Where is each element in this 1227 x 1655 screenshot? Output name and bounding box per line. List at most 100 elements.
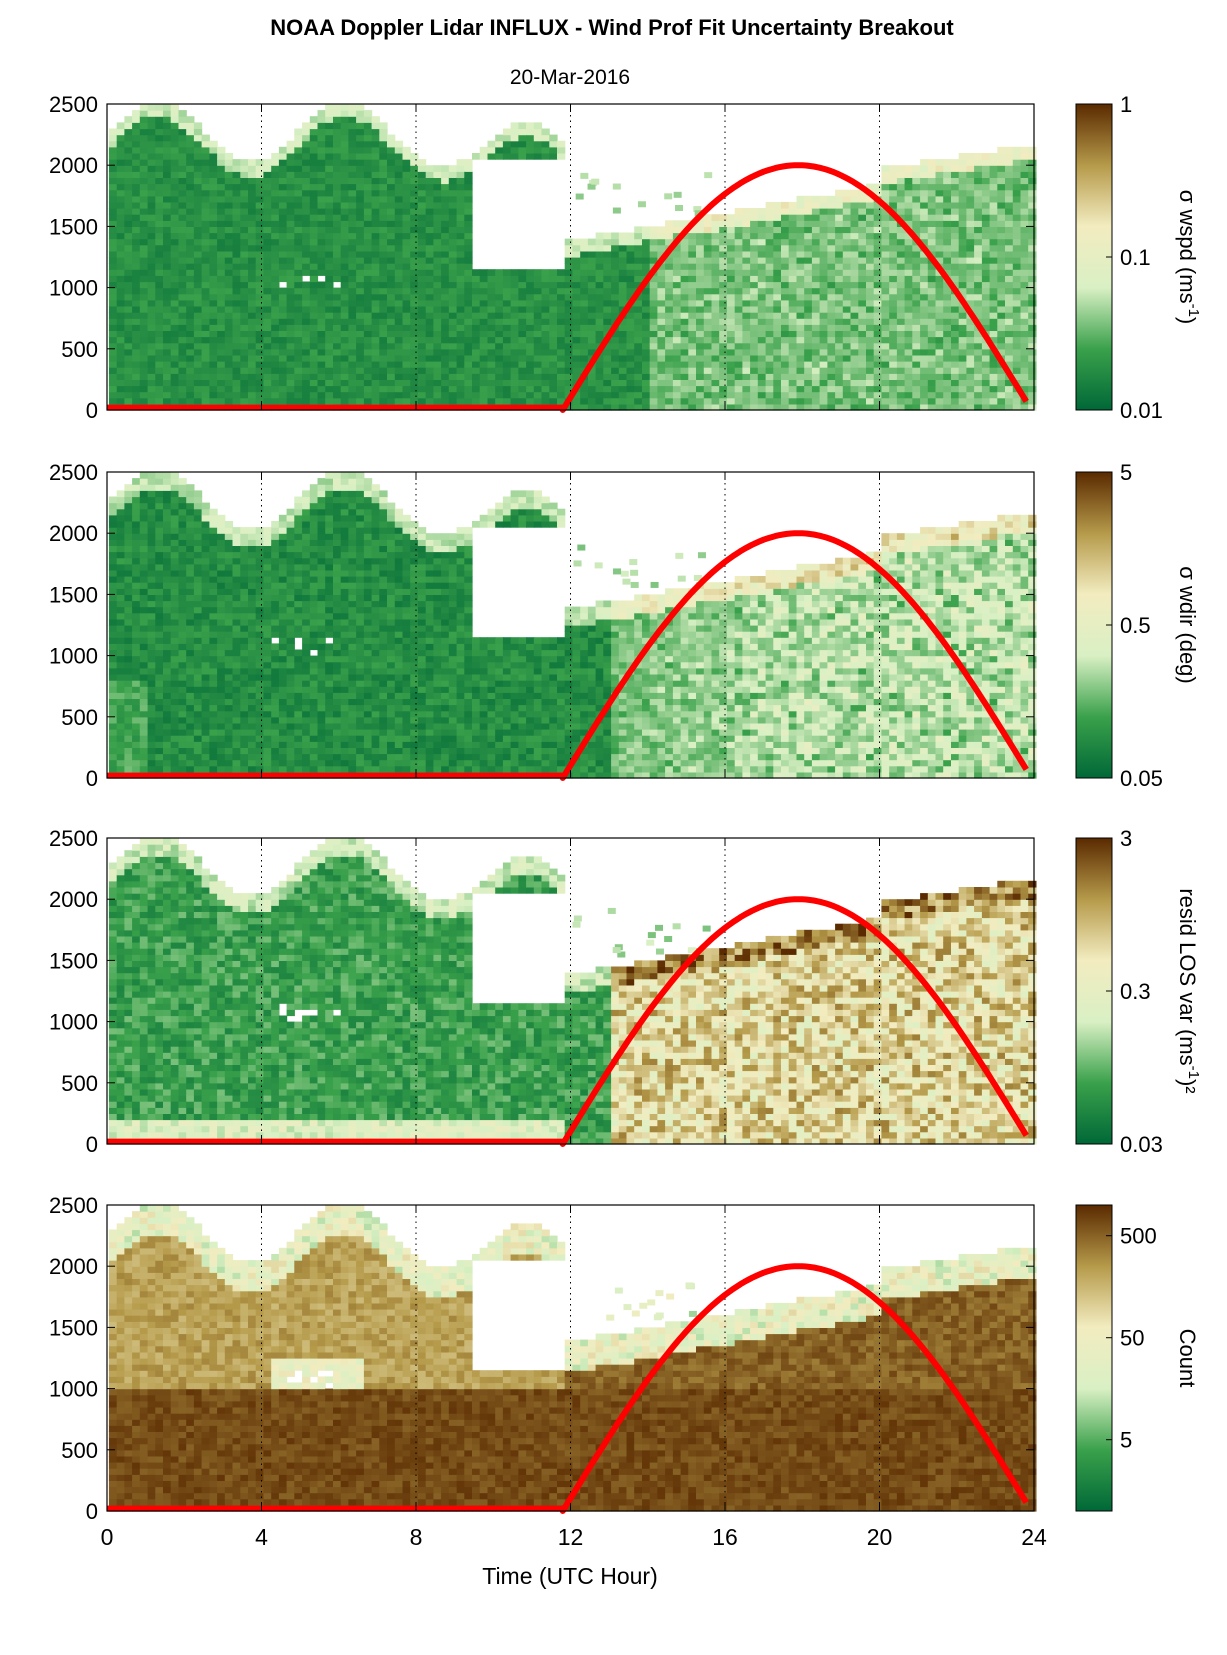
heatmap-cell [287,208,295,215]
heatmap-cell [488,275,496,282]
heatmap-cell [688,294,696,301]
heatmap-cell [511,147,519,154]
heatmap-cell [310,135,318,142]
heatmap-cell [773,275,781,282]
heatmap-cell [209,379,217,386]
heatmap-cell [441,379,449,386]
heatmap-cell [804,318,812,325]
heatmap-cell [148,129,156,136]
heatmap-cell [596,386,604,393]
heatmap-cell [804,245,812,252]
heatmap-cell [449,251,457,258]
heatmap-cell [372,177,380,184]
heatmap-cell [217,275,225,282]
heatmap-cell [1028,349,1036,356]
heatmap-cell [812,386,820,393]
heatmap-cell [124,275,132,282]
heatmap-cell [294,343,302,350]
heatmap-cell [426,202,434,209]
heatmap-cell [966,257,974,264]
heatmap-cell [171,288,179,295]
heatmap-cell [171,184,179,191]
heatmap-cell [395,300,403,307]
heatmap-cell [1013,177,1021,184]
heatmap-cell [186,257,194,264]
heatmap-cell [804,361,812,368]
heatmap-cell [495,392,503,399]
heatmap-cell [881,312,889,319]
heatmap-cell [472,153,480,160]
heatmap-cell [140,735,148,742]
heatmap-cell [526,141,534,148]
heatmap-cell [179,312,187,319]
heatmap-cell [148,233,156,240]
heatmap-cell [642,306,650,313]
heatmap-cell [256,373,264,380]
heatmap-cell [148,147,156,154]
heatmap-cell [155,257,163,264]
heatmap-cell [333,135,341,142]
heatmap-cell [959,233,967,240]
heatmap-cell [202,361,210,368]
heatmap-cell [835,343,843,350]
heatmap-cell [379,300,387,307]
heatmap-cell [704,294,712,301]
heatmap-cell [982,392,990,399]
heatmap-cell [789,202,797,209]
heatmap-cell [124,122,132,129]
heatmap-cell [858,220,866,227]
heatmap-cell [843,196,851,203]
heatmap-cell [179,386,187,393]
heatmap-cell [696,226,704,233]
heatmap-cell [403,318,411,325]
heatmap-cell [727,245,735,252]
heatmap-cell [379,263,387,270]
heatmap-cell [155,294,163,301]
heatmap-cell [449,367,457,374]
heatmap-cell [557,294,565,301]
heatmap-cell [341,275,349,282]
heatmap-cell [132,122,140,129]
heatmap-cell [997,239,1005,246]
heatmap-cell [874,386,882,393]
heatmap-cell [302,294,310,301]
heatmap-cell [148,698,156,705]
heatmap-cell [634,386,642,393]
heatmap-cell [951,190,959,197]
heatmap-cell [1021,361,1029,368]
heatmap-cell [271,367,279,374]
heatmap-cell [287,190,295,197]
heatmap-cell [140,766,148,773]
heatmap-cell [418,202,426,209]
heatmap-cell [109,190,117,197]
heatmap-cell [348,355,356,362]
heatmap-cell [132,558,140,565]
heatmap-cell [186,392,194,399]
heatmap-cell [248,263,256,270]
heatmap-cell [148,619,156,626]
heatmap-cell [109,294,117,301]
heatmap-cell [410,226,418,233]
heatmap-cell [148,312,156,319]
heatmap-cell [664,193,672,199]
heatmap-cell [302,226,310,233]
heatmap-cell [140,558,148,565]
heatmap-cell [248,171,256,178]
heatmap-cell [287,196,295,203]
heatmap-cell [851,208,859,215]
heatmap-cell [735,220,743,227]
heatmap-cell [588,306,596,313]
heatmap-cell [750,367,758,374]
heatmap-cell [387,324,395,331]
heatmap-cell [997,392,1005,399]
heatmap-cell [789,300,797,307]
heatmap-cell [464,190,472,197]
heatmap-cell [124,766,132,773]
heatmap-cell [271,159,279,166]
heatmap-cell [897,190,905,197]
heatmap-cell [572,275,580,282]
heatmap-cell [843,386,851,393]
heatmap-cell [920,275,928,282]
heatmap-cell [124,692,132,699]
heatmap-cell [472,269,480,276]
